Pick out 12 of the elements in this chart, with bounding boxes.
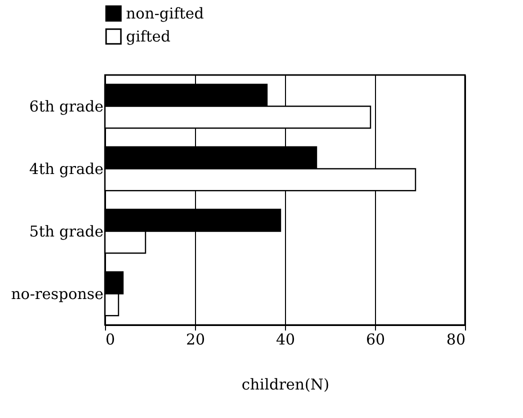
y-tick-label: 4th grade [29,160,104,178]
x-tick-label: 0 [106,330,116,348]
x-tick-label: 40 [276,330,296,348]
x-tick-label: 20 [186,330,206,348]
legend-label: gifted [126,28,171,46]
x-axis-title: children(N) [242,376,330,394]
y-tick-label: 6th grade [29,97,104,116]
y-tick-label: no-response [11,284,104,303]
x-tick-label: 60 [366,330,386,348]
y-tick-label: 5th grade [29,222,104,240]
x-tick-label: 80 [446,330,466,348]
legend-label: non-gifted [126,4,204,22]
